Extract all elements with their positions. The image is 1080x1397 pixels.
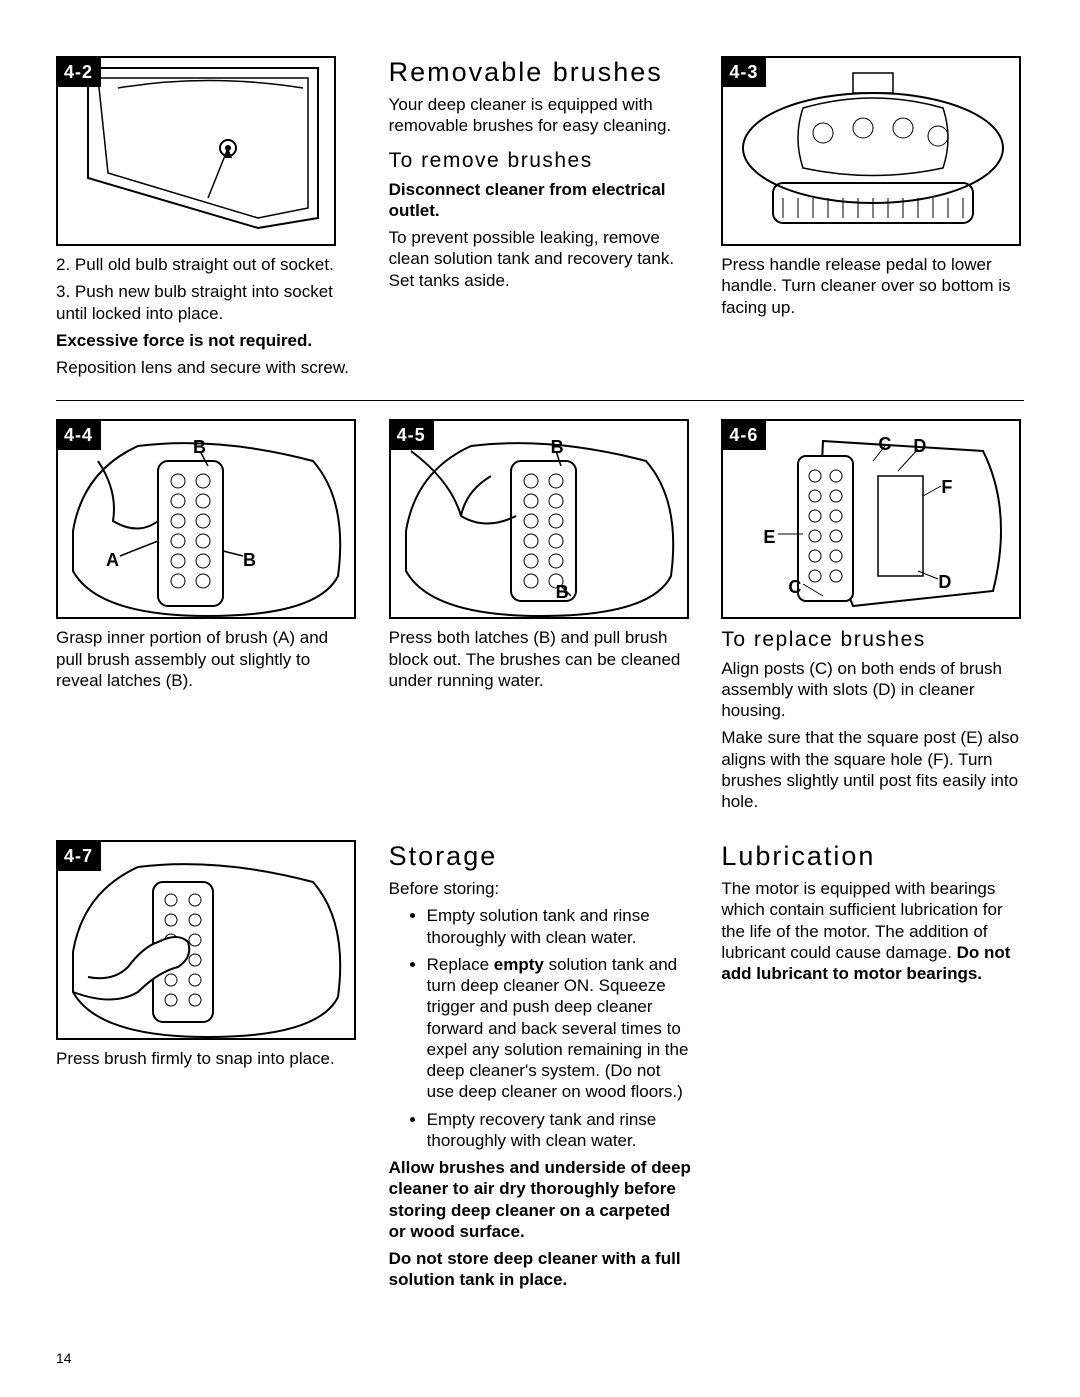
p-disconnect: Disconnect cleaner from electrical outle… [389, 179, 692, 222]
p-46a: Align posts (C) on both ends of brush as… [721, 658, 1024, 722]
figure-4-6: 4-6 C D F E C D [721, 419, 1021, 619]
label-B: B [556, 581, 569, 604]
label-F: F [941, 476, 952, 499]
figure-4-2: 4-2 [56, 56, 336, 246]
reposition-lens: Reposition lens and secure with screw. [56, 357, 359, 378]
p-44: Grasp inner portion of brush (A) and pul… [56, 627, 359, 691]
p-before: Before storing: [389, 878, 692, 899]
label-B: B [551, 436, 564, 459]
heading-to-remove: To remove brushes [389, 148, 692, 174]
p-43: Press handle release pedal to lower hand… [721, 254, 1024, 318]
label-B: B [243, 549, 256, 572]
figure-4-6-svg [723, 421, 1021, 619]
heading-removable-brushes: Removable brushes [389, 56, 692, 90]
figure-4-5: 4-5 B B [389, 419, 689, 619]
step-2: 2. Pull old bulb straight out of socket. [56, 254, 359, 275]
p-removable: Your deep cleaner is equipped with remov… [389, 94, 692, 137]
col-1-1: 4-2 2. Pull old bulb straight out of soc… [56, 56, 359, 384]
figure-4-3-svg [723, 58, 1021, 246]
heading-lubrication: Lubrication [721, 840, 1024, 874]
storage-item-3: Empty recovery tank and rinse thoroughly… [427, 1109, 692, 1152]
page-number: 14 [56, 1350, 72, 1368]
figure-tag: 4-7 [58, 842, 101, 871]
figure-4-4: 4-4 B A B [56, 419, 356, 619]
col-3-2: Storage Before storing: Empty solution t… [389, 840, 692, 1296]
col-2-3: 4-6 C D F E C D [721, 419, 1024, 818]
bul2b: solution tank and turn deep cleaner ON. … [427, 955, 689, 1102]
step-3: 3. Push new bulb straight into socket un… [56, 281, 359, 324]
figure-4-3: 4-3 [721, 56, 1021, 246]
p-46b: Make sure that the square post (E) also … [721, 727, 1024, 812]
row-1: 4-2 2. Pull old bulb straight out of soc… [56, 56, 1024, 384]
col-2-2: 4-5 B B Press both latches [389, 419, 692, 818]
bul2-bold: empty [494, 955, 544, 974]
storage-list: Empty solution tank and rinse thoroughly… [389, 905, 692, 1151]
row-2: 4-4 B A B Grasp inner [56, 419, 1024, 818]
p-allow: Allow brushes and underside of deep clea… [389, 1157, 692, 1242]
col-3-3: Lubrication The motor is equipped with b… [721, 840, 1024, 1296]
figure-tag: 4-6 [723, 421, 766, 450]
figure-tag: 4-2 [58, 58, 101, 87]
figure-4-7-svg [58, 842, 356, 1040]
p-45: Press both latches (B) and pull brush bl… [389, 627, 692, 691]
bul2a: Replace [427, 955, 494, 974]
separator-1 [56, 400, 1024, 401]
storage-item-2: Replace empty solution tank and turn dee… [427, 954, 692, 1103]
figure-tag: 4-5 [391, 421, 434, 450]
heading-to-replace: To replace brushes [721, 627, 1024, 653]
label-B: B [193, 436, 206, 459]
storage-item-1: Empty solution tank and rinse thoroughly… [427, 905, 692, 948]
label-C: C [878, 433, 891, 456]
label-C: C [788, 576, 801, 599]
label-D: D [913, 435, 926, 458]
p-donot: Do not store deep cleaner with a full so… [389, 1248, 692, 1291]
figure-4-4-svg [58, 421, 356, 619]
p-47: Press brush firmly to snap into place. [56, 1048, 359, 1069]
col-3-1: 4-7 Press brush firmly to snap into plac… [56, 840, 359, 1296]
figure-tag: 4-4 [58, 421, 101, 450]
p-lubrication: The motor is equipped with bearings whic… [721, 878, 1024, 984]
excessive-force: Excessive force is not required. [56, 330, 359, 351]
p-prevent: To prevent possible leaking, remove clea… [389, 227, 692, 291]
figure-4-5-svg [391, 421, 689, 619]
label-D: D [938, 571, 951, 594]
label-A: A [106, 549, 119, 572]
col-2-1: 4-4 B A B Grasp inner [56, 419, 359, 818]
col-1-2: Removable brushes Your deep cleaner is e… [389, 56, 692, 384]
label-E: E [763, 526, 775, 549]
figure-4-7: 4-7 [56, 840, 356, 1040]
row-3: 4-7 Press brush firmly to snap into plac… [56, 840, 1024, 1296]
heading-storage: Storage [389, 840, 692, 874]
col-1-3: 4-3 Press handle release ped [721, 56, 1024, 384]
figure-tag: 4-3 [723, 58, 766, 87]
